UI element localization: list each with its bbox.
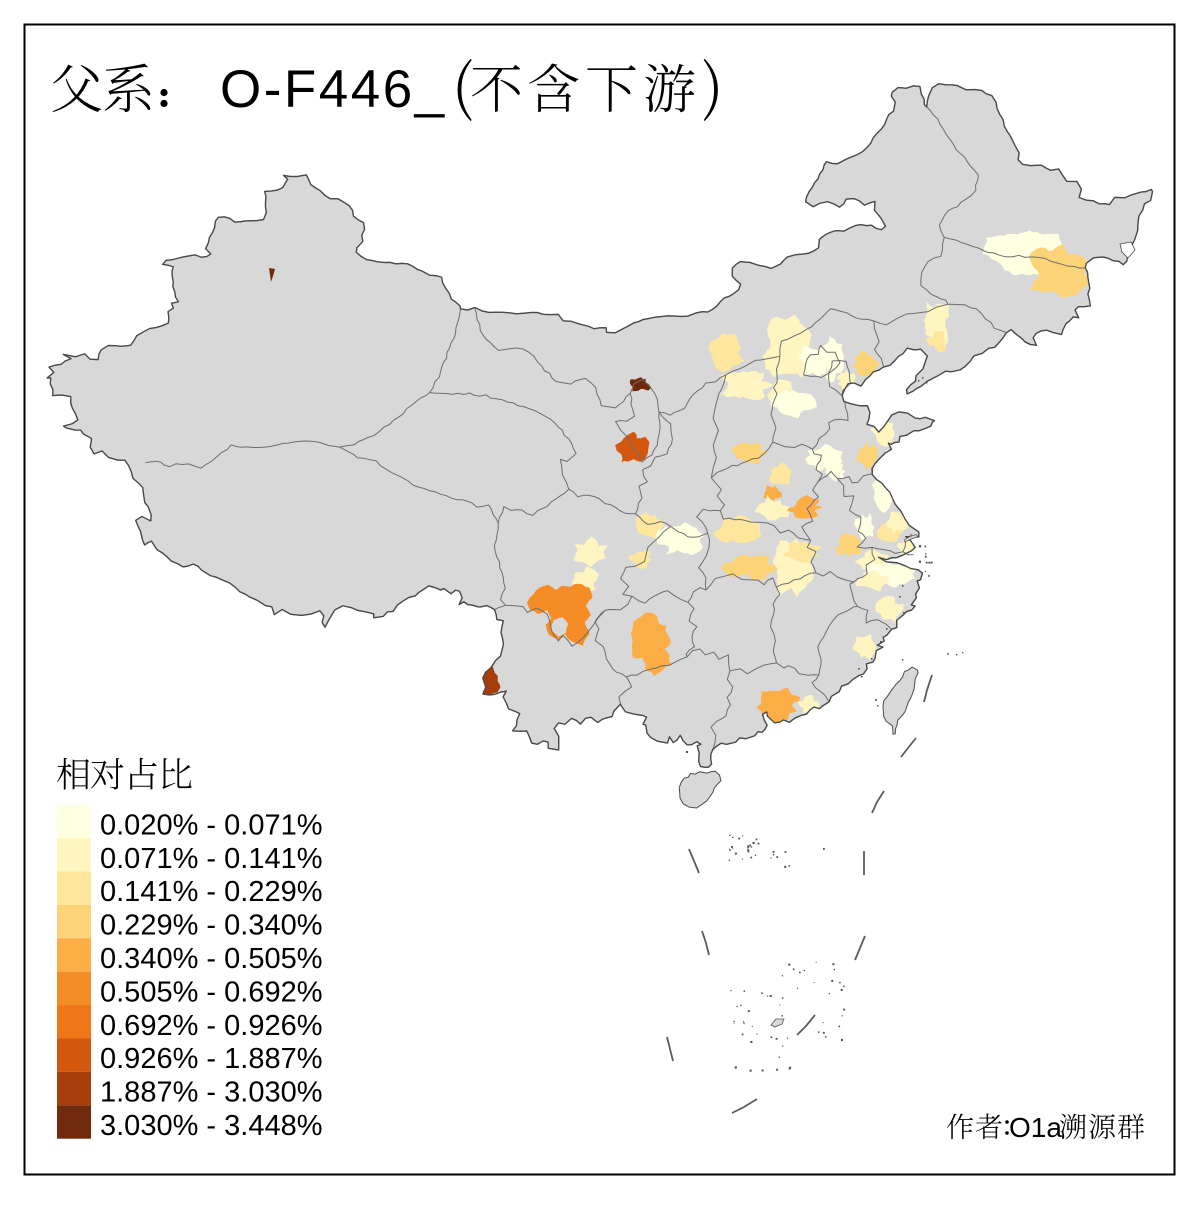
svg-text:3.030% - 3.448%: 3.030% - 3.448% (100, 1110, 322, 1142)
svg-text:O-F446_: O-F446_ (220, 60, 447, 119)
svg-text:0.926% - 1.887%: 0.926% - 1.887% (100, 1043, 322, 1075)
svg-text:0.505% - 0.692%: 0.505% - 0.692% (100, 976, 322, 1008)
svg-text:1.887% - 3.030%: 1.887% - 3.030% (100, 1077, 322, 1109)
svg-text:0.229% - 0.340%: 0.229% - 0.340% (100, 910, 322, 942)
svg-text:0.020% - 0.071%: 0.020% - 0.071% (100, 809, 322, 841)
svg-text:O1a: O1a (1009, 1112, 1062, 1143)
svg-text:0.692% - 0.926%: 0.692% - 0.926% (100, 1010, 322, 1042)
svg-text:0.340% - 0.505%: 0.340% - 0.505% (100, 943, 322, 975)
svg-text:0.071% - 0.141%: 0.071% - 0.141% (100, 843, 322, 875)
svg-text:0.141% - 0.229%: 0.141% - 0.229% (100, 876, 322, 908)
